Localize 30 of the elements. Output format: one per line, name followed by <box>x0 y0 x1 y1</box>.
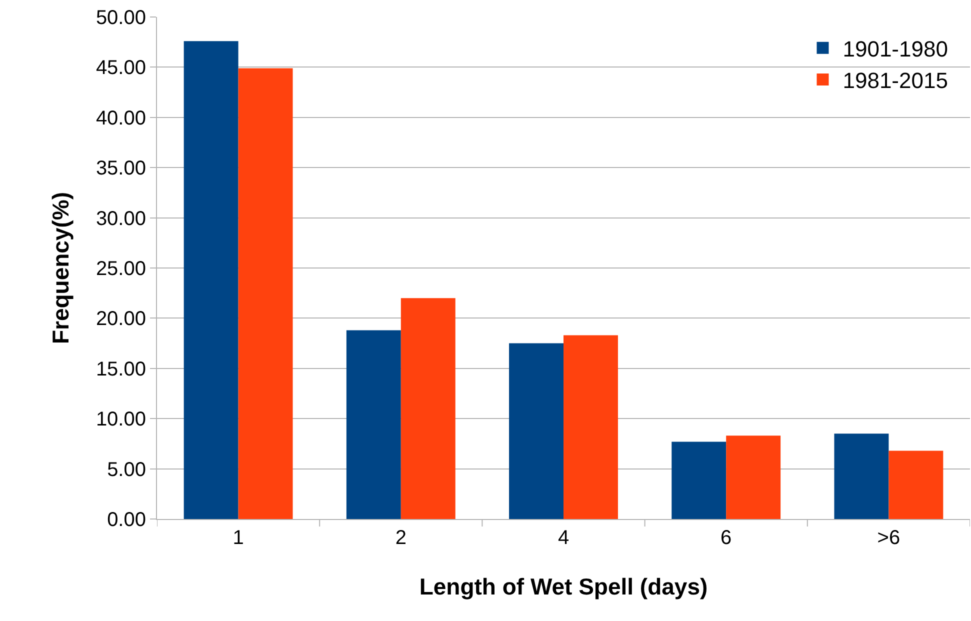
y-axis-title: Frequency(%) <box>47 192 74 344</box>
bar <box>346 330 401 519</box>
x-tick-label: 6 <box>720 527 732 549</box>
y-tick-label: 25.00 <box>96 258 146 280</box>
y-tick-label: 35.00 <box>96 158 146 180</box>
bar <box>509 343 564 519</box>
y-tick-label: 20.00 <box>96 308 146 330</box>
y-tick-label: 15.00 <box>96 358 146 380</box>
x-axis-title: Length of Wet Spell (days) <box>419 574 708 600</box>
bar <box>238 68 293 519</box>
y-tick-label: 10.00 <box>96 408 146 431</box>
y-tick-label: 0.00 <box>107 509 146 531</box>
bar <box>672 442 726 519</box>
y-tick-label: 50.00 <box>96 7 146 29</box>
y-tick-label: 45.00 <box>96 57 146 80</box>
y-tick-label: 30.00 <box>96 208 146 230</box>
y-tick-label: 40.00 <box>96 107 146 130</box>
bar <box>184 41 238 519</box>
bar <box>888 450 944 519</box>
legend-label: 1901-1980 <box>842 36 948 62</box>
bar <box>564 335 618 519</box>
bar <box>834 434 889 519</box>
x-tick-label: 4 <box>558 527 570 549</box>
x-tick-label: 2 <box>395 527 406 549</box>
bar <box>726 436 781 519</box>
y-tick-label: 5.00 <box>107 458 146 481</box>
legend-label: 1981-2015 <box>842 68 948 94</box>
x-tick-label: 1 <box>232 527 244 549</box>
x-tick-label: >6 <box>877 527 900 549</box>
bar <box>400 298 456 519</box>
